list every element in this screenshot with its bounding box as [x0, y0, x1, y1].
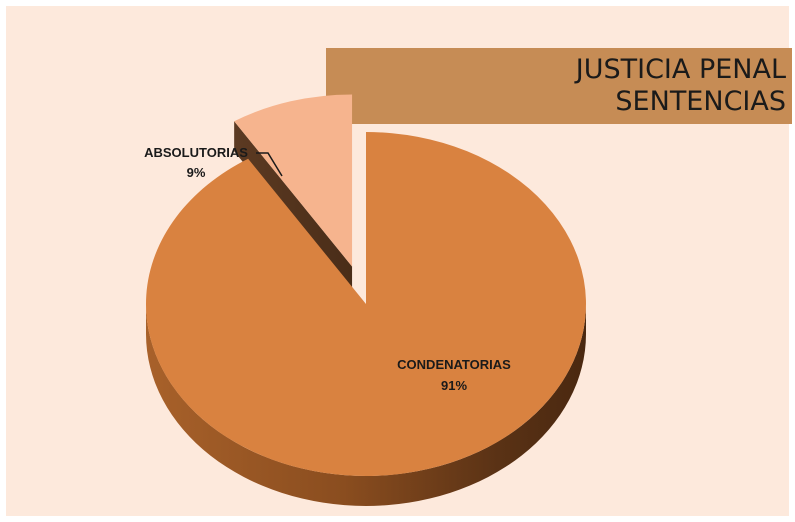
condenatorias-slice-side: [146, 304, 586, 506]
condenatorias-label: CONDENATORIAS: [397, 357, 511, 372]
absolutorias-slice: [234, 94, 353, 267]
condenatorias-slice: [145, 132, 586, 476]
chart-subtitle: SENTENCIAS: [615, 86, 786, 117]
chart-title-box: JUSTICIA PENAL SENTENCIAS: [326, 48, 792, 124]
condenatorias-value: 91%: [441, 378, 467, 393]
chart-title: JUSTICIA PENAL: [575, 54, 786, 85]
absolutorias-label: ABSOLUTORIAS: [144, 145, 248, 160]
absolutorias-value: 9%: [187, 165, 206, 180]
chart-area: JUSTICIA PENAL SENTENCIAS ABSOLUTORIAS 9…: [6, 6, 792, 516]
label-group: ABSOLUTORIAS 9% CONDENATORIAS 91%: [144, 145, 511, 393]
pie-group: [145, 94, 586, 506]
leader-line: [256, 152, 283, 177]
pie-chart: ABSOLUTORIAS 9% CONDENATORIAS 91%: [144, 94, 586, 506]
